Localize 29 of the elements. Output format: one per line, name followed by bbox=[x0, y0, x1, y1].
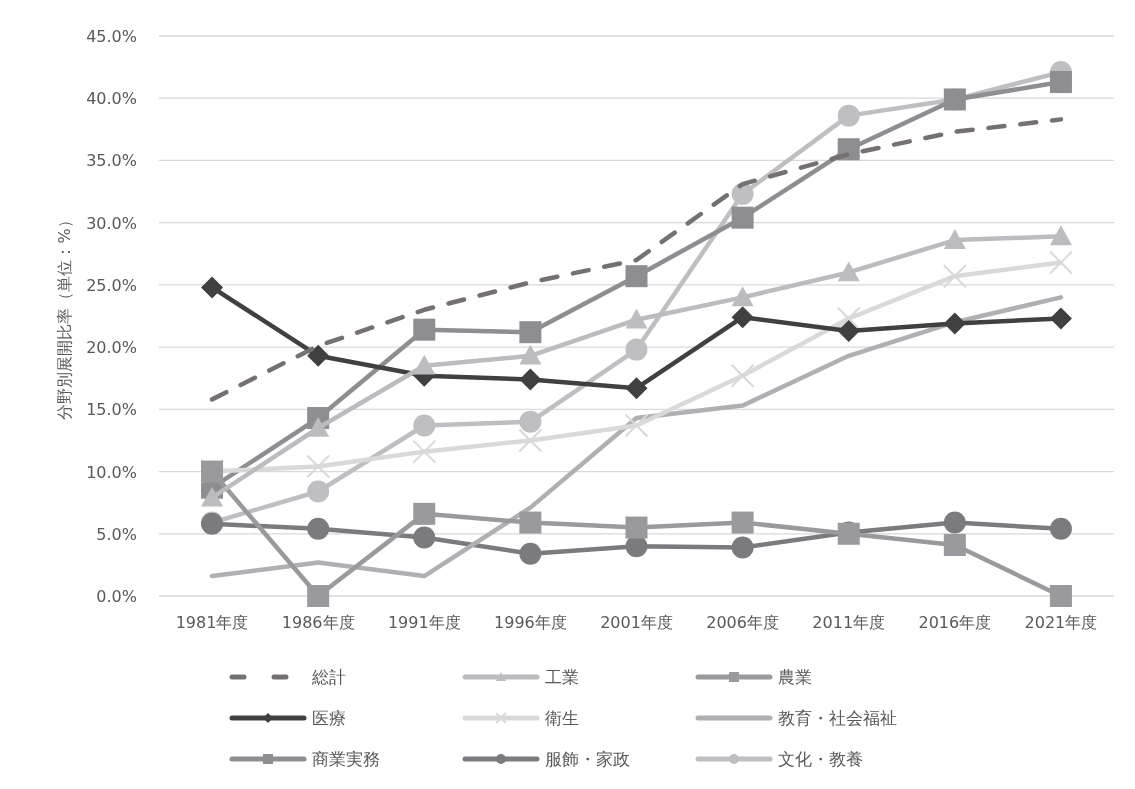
legend-label: 農業 bbox=[778, 667, 812, 687]
y-tick-label: 15.0% bbox=[86, 400, 137, 420]
legend-label: 服飾・家政 bbox=[545, 749, 630, 769]
x-tick-label: 1996年度 bbox=[494, 613, 567, 632]
y-tick-label: 10.0% bbox=[86, 462, 137, 482]
x-tick-label: 2006年度 bbox=[706, 613, 779, 632]
x-tick-label: 2016年度 bbox=[918, 613, 992, 632]
x-tick-label: 2021年度 bbox=[1024, 613, 1098, 632]
x-tick-label: 2011年度 bbox=[812, 613, 886, 632]
y-tick-label: 35.0% bbox=[86, 151, 137, 171]
legend-label: 医療 bbox=[312, 708, 346, 728]
legend-label: 衛生 bbox=[545, 708, 579, 728]
y-tick-label: 0.0% bbox=[96, 587, 137, 606]
y-tick-label: 25.0% bbox=[86, 275, 137, 295]
legend-label: 総計 bbox=[311, 667, 346, 687]
y-axis-title: 分野別展開比率（単位：%） bbox=[55, 212, 74, 420]
x-tick-label: 1981年度 bbox=[175, 613, 249, 632]
legend-label: 商業実務 bbox=[312, 749, 380, 769]
y-tick-label: 5.0% bbox=[96, 524, 137, 544]
y-tick-label: 30.0% bbox=[86, 213, 137, 233]
legend-label: 工業 bbox=[545, 667, 579, 687]
x-tick-label: 1991年度 bbox=[387, 613, 461, 632]
y-tick-label: 45.0% bbox=[86, 27, 137, 46]
y-tick-label: 40.0% bbox=[86, 89, 137, 109]
y-tick-label: 20.0% bbox=[86, 338, 137, 358]
legend-label: 文化・教養 bbox=[778, 749, 863, 769]
x-tick-label: 2001年度 bbox=[600, 613, 673, 632]
x-tick-label: 1986年度 bbox=[281, 613, 355, 632]
legend-label: 教育・社会福祉 bbox=[778, 708, 897, 728]
